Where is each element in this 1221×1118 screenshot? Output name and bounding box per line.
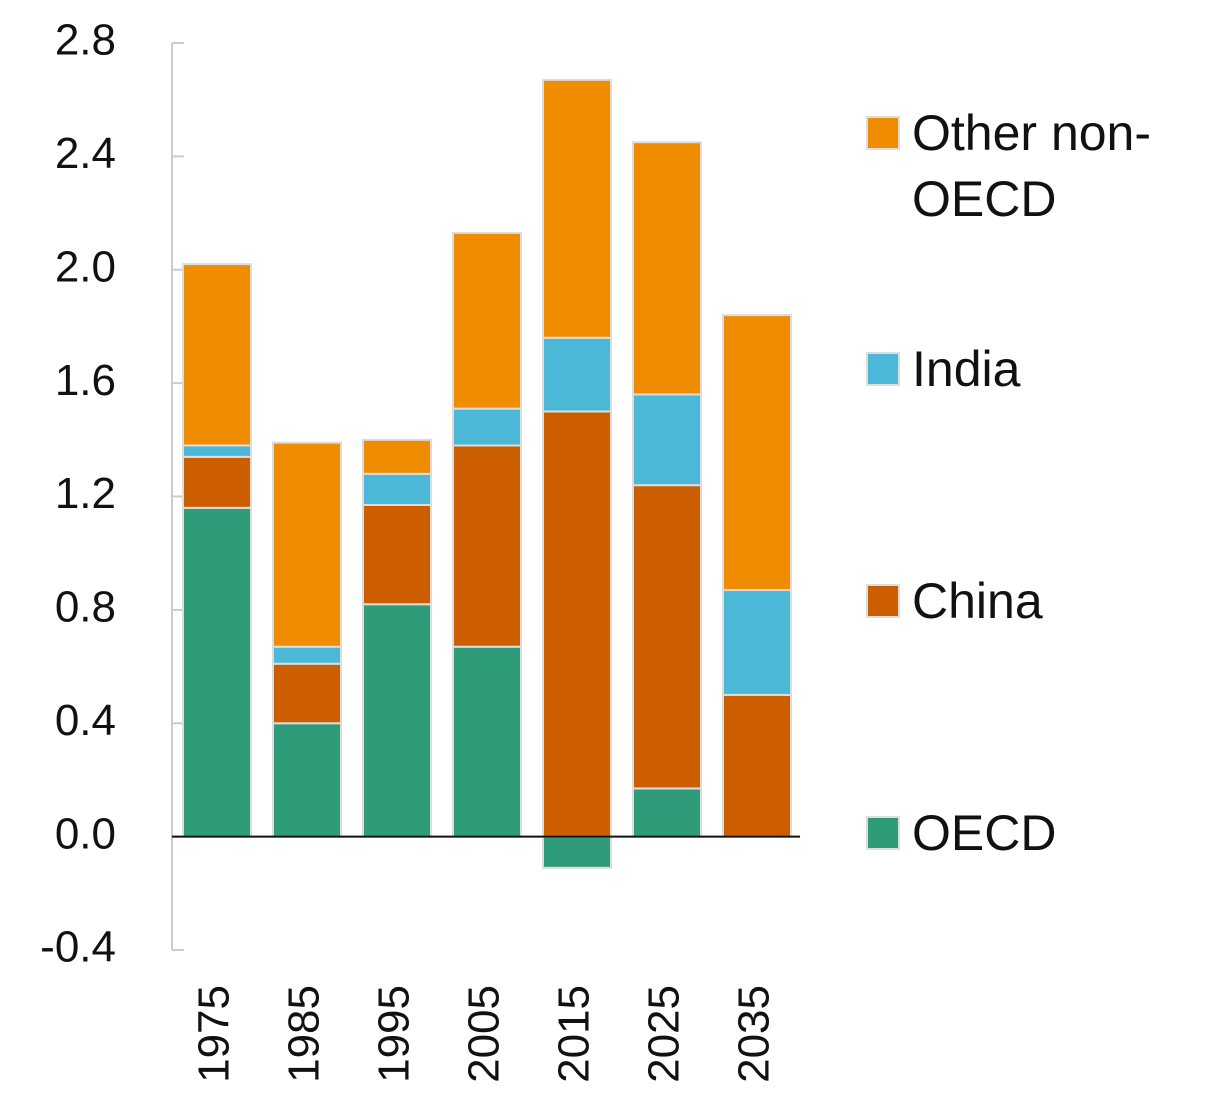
bar-segment (452, 407, 522, 447)
y-tick-label: 1.2 (55, 469, 116, 518)
bar-segment (272, 662, 342, 725)
bar-segment (632, 484, 702, 790)
y-tick-label: 2.0 (55, 242, 116, 291)
x-tick-label: 2035 (730, 985, 779, 1083)
bar-segment (632, 141, 702, 396)
legend-item: China (866, 568, 1216, 634)
bar-segment (272, 441, 342, 648)
bar-segment (272, 645, 342, 665)
bar-segment (452, 444, 522, 648)
legend-item: India (866, 336, 1216, 402)
bar-segment (542, 410, 612, 838)
bar-segment (452, 231, 522, 410)
bar-segment (542, 78, 612, 339)
bar-segment (272, 722, 342, 838)
bar-segment (362, 603, 432, 838)
legend-swatch (866, 116, 900, 150)
bar-segment (722, 693, 792, 838)
bar-segment (182, 444, 252, 458)
x-tick-label: 2005 (460, 985, 509, 1083)
bar-segment (542, 835, 612, 869)
bar-segment (362, 504, 432, 606)
y-tick-label: -0.4 (40, 923, 116, 972)
y-tick-label: 1.6 (55, 356, 116, 405)
bar-segment (632, 787, 702, 838)
bar-segment (722, 314, 792, 592)
legend-item: OECD (866, 800, 1216, 866)
legend-swatch (866, 352, 900, 386)
legend-label: OECD (912, 805, 1057, 861)
legend-label: Other non-OECD (912, 105, 1152, 227)
x-tick-label: 2025 (640, 985, 689, 1083)
y-tick-label: 2.8 (55, 16, 116, 65)
y-tick-label: 0.0 (55, 809, 116, 858)
legend-label: India (912, 341, 1021, 397)
x-tick-label: 1995 (370, 985, 419, 1083)
bar-segment (182, 455, 252, 509)
bar-segment (632, 393, 702, 487)
legend-item: Other non-OECD (866, 100, 1216, 232)
legend-swatch (866, 816, 900, 850)
legend-swatch (866, 584, 900, 618)
bar-segment (182, 506, 252, 838)
x-tick-label: 2015 (550, 985, 599, 1083)
y-tick-label: 0.8 (55, 583, 116, 632)
legend-label: China (912, 573, 1043, 629)
bar-segment (722, 589, 792, 696)
bar-segment (362, 472, 432, 507)
bar-segment (452, 645, 522, 838)
y-tick-label: 2.4 (55, 129, 116, 178)
bar-segment (542, 336, 612, 413)
x-tick-label: 1975 (190, 985, 239, 1083)
y-tick-label: 0.4 (55, 696, 116, 745)
x-tick-label: 1985 (280, 985, 329, 1083)
bar-segment (362, 438, 432, 475)
bar-segment (182, 263, 252, 447)
